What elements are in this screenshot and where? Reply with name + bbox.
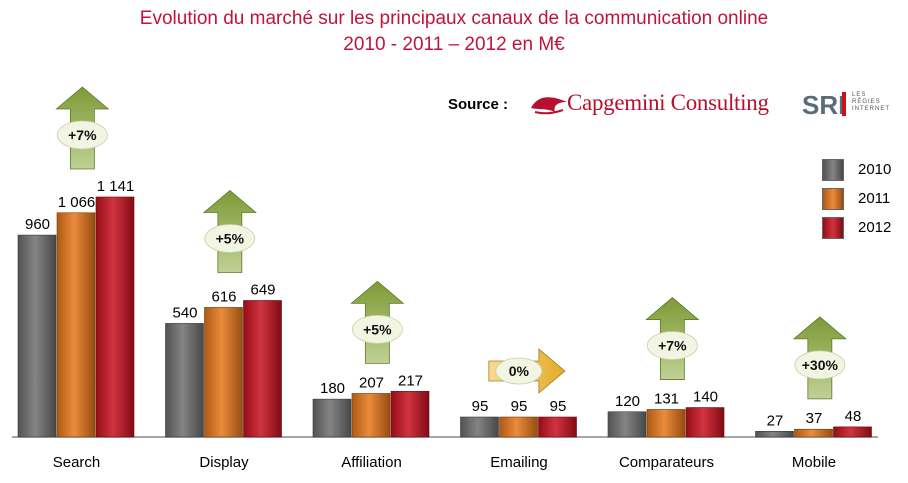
bar-display-2012 [243, 300, 282, 438]
data-label: 120 [615, 393, 640, 410]
sri-text-line: LES [852, 92, 867, 98]
bar-search-2010 [17, 234, 57, 438]
data-label: 960 [25, 216, 50, 233]
bar-emailing-2010 [460, 416, 499, 438]
growth-label: +5% [216, 230, 245, 246]
legend-item-2010: 2010 [822, 156, 908, 182]
bar-comparateurs-2012 [685, 407, 725, 438]
sri-logo-text: LES RÉGIES INTERNET [852, 92, 890, 113]
legend-swatch [822, 188, 844, 210]
growth-arrow-up-icon: +7% [55, 86, 110, 170]
data-label: 48 [845, 408, 862, 425]
category-label: Emailing [490, 454, 548, 471]
bar-affiliation-2012 [390, 391, 430, 438]
growth-arrow-right-icon: 0% [488, 348, 566, 394]
legend-item-2012: 2012 [822, 214, 908, 240]
category-label: Comparateurs [619, 454, 714, 471]
bar-search-2012 [95, 196, 135, 438]
data-label: 27 [767, 412, 784, 429]
bar-affiliation-2010 [312, 398, 352, 438]
bar-mobile-2010 [755, 431, 794, 438]
data-label: 131 [654, 390, 679, 407]
sri-text-line: RÉGIES [852, 99, 881, 105]
bar-comparateurs-2011 [646, 409, 686, 438]
capgemini-logo: Capgemini Consulting [527, 88, 797, 122]
data-label: 1 141 [97, 178, 135, 195]
capgemini-spade-icon [531, 97, 567, 115]
bar-display-2010 [165, 323, 204, 438]
growth-arrow-up-icon: +5% [202, 189, 257, 273]
category-label: Display [199, 454, 249, 471]
legend-item-2011: 2011 [822, 185, 908, 211]
bar-emailing-2011 [499, 416, 538, 438]
growth-arrow-up-icon: +30% [792, 316, 847, 400]
data-label: 180 [320, 380, 345, 397]
sri-logo: SRI LES RÉGIES INTERNET [800, 88, 905, 122]
data-label: 217 [398, 372, 423, 389]
sri-logo-letters: SRI [802, 90, 845, 120]
growth-label: +5% [363, 321, 392, 337]
legend-swatch [822, 159, 844, 181]
data-label: 95 [472, 398, 489, 415]
data-label: 616 [211, 288, 236, 305]
category-label: Mobile [792, 454, 836, 471]
data-label: 207 [359, 374, 384, 391]
growth-label: +7% [68, 127, 97, 143]
capgemini-logo-text: Capgemini Consulting [567, 90, 769, 115]
data-label: 95 [550, 398, 567, 415]
source-label: Source : [448, 96, 509, 113]
data-label: 140 [693, 389, 718, 406]
data-label: 37 [806, 410, 823, 427]
legend-swatch [822, 217, 844, 239]
bar-affiliation-2011 [351, 393, 391, 438]
data-label: 95 [511, 398, 528, 415]
bar-comparateurs-2010 [607, 411, 647, 438]
category-label: Affiliation [341, 454, 402, 471]
chart-title: Evolution du marché sur les principaux c… [139, 8, 769, 29]
bar-search-2011 [56, 212, 96, 438]
bar-mobile-2012 [833, 426, 872, 438]
legend-label: 2012 [858, 219, 892, 236]
sri-logo-mark: SRI [802, 90, 846, 120]
growth-arrow-up-icon: +7% [645, 297, 700, 380]
legend-label: 2011 [858, 190, 891, 207]
legend-label: 2010 [858, 161, 892, 178]
chart-subtitle: 2010 - 2011 – 2012 en M€ [343, 34, 565, 55]
category-label: Search [53, 454, 101, 471]
data-label: 540 [172, 304, 197, 321]
growth-arrow-up-icon: +5% [350, 280, 405, 364]
data-label: 1 066 [58, 194, 96, 211]
data-label: 649 [250, 281, 275, 298]
bar-display-2011 [204, 307, 243, 438]
bar-mobile-2011 [794, 428, 833, 438]
growth-label: +30% [802, 357, 839, 373]
growth-label: 0% [509, 363, 530, 379]
growth-label: +7% [658, 338, 687, 354]
sri-text-line: INTERNET [852, 106, 890, 112]
bar-emailing-2012 [538, 416, 577, 438]
